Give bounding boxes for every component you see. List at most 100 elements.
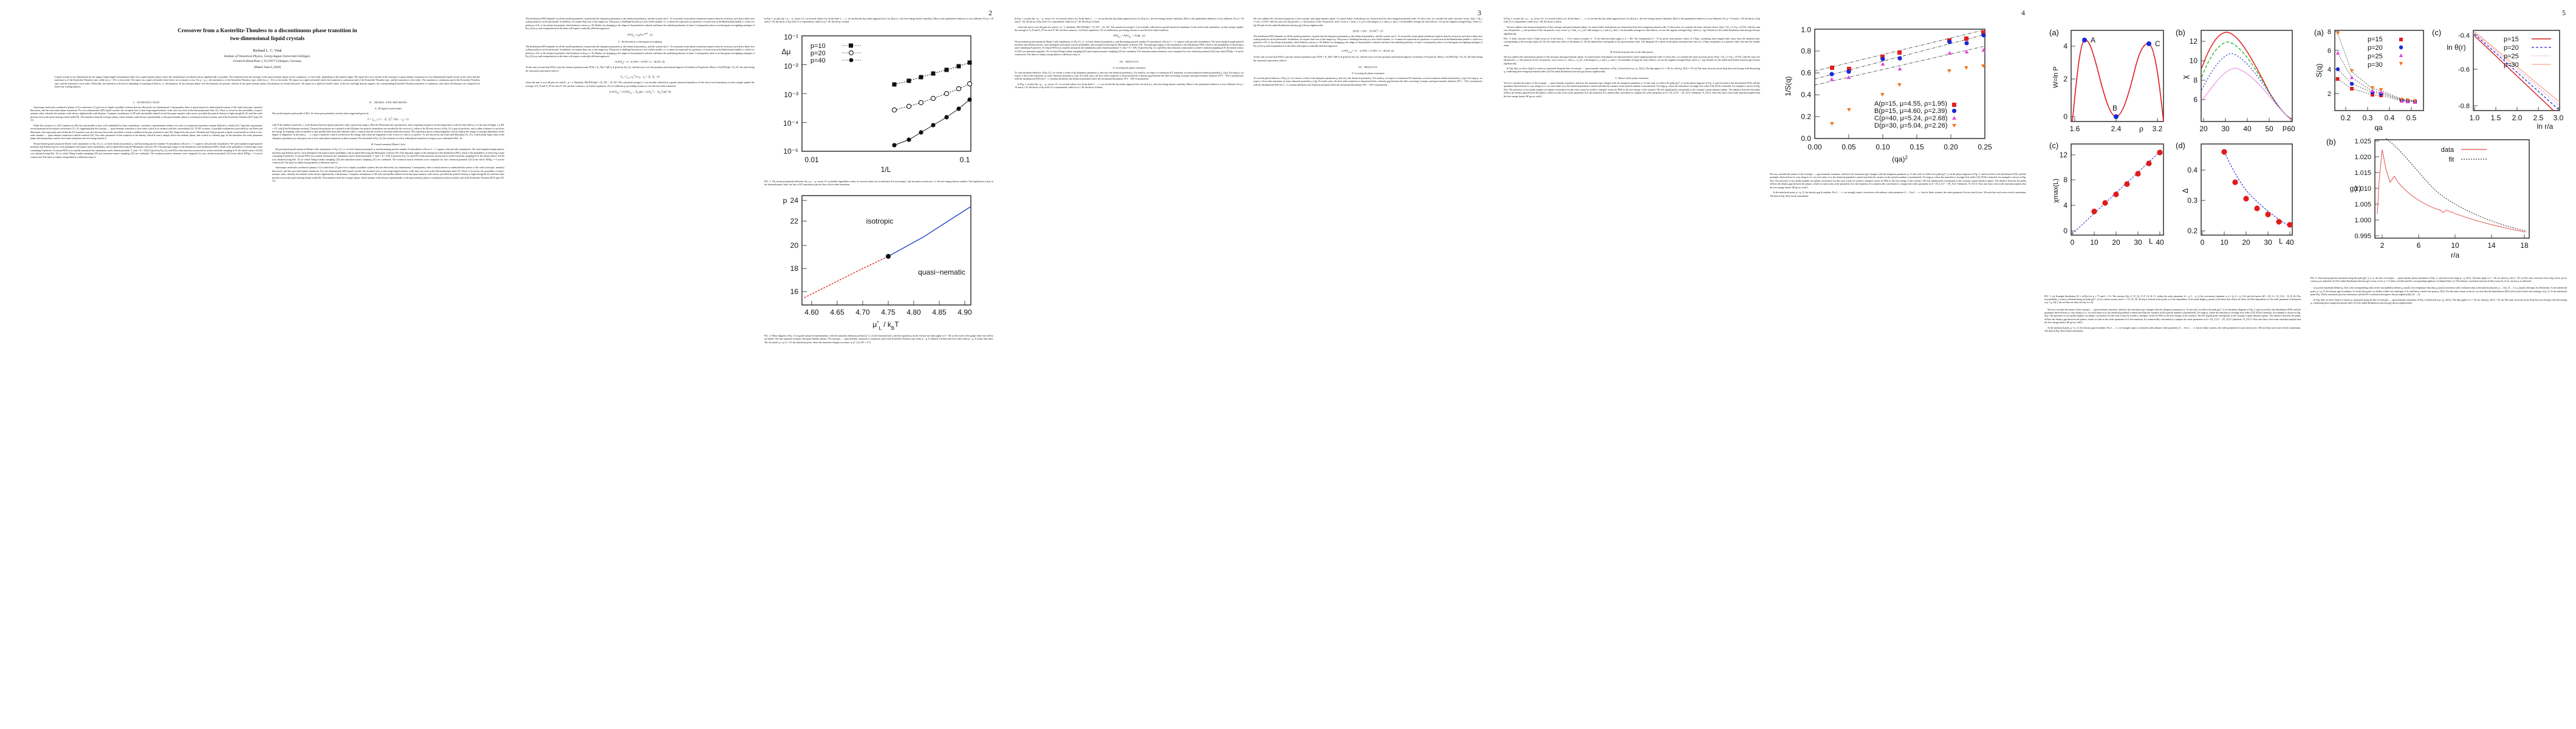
subsection-heading-2c: C. An alternative to histogram reweighti… xyxy=(618,39,662,43)
fig2-xtick: 4.60 xyxy=(804,308,819,317)
fig2-xtick: 4.65 xyxy=(830,308,844,317)
title-line-2: two-dimensional liquid crystals xyxy=(230,35,305,41)
figure-2-caption: FIG. 2: Phase diagram of Eq. (1) in gran… xyxy=(764,334,993,344)
page-3-column-2: We now address the structural properties… xyxy=(1253,17,1482,722)
fig5a-label-A: A xyxy=(2091,36,2095,44)
fig5d-fit-curve xyxy=(2224,151,2290,227)
title-line-1: Crossover from a Kosterlitz-Thouless to … xyxy=(177,27,357,33)
fig5a-ytick: 0 xyxy=(2063,112,2067,121)
paragraph: of p at the maximum defines p_X(L), the … xyxy=(2311,286,2567,296)
fig2-first-order-branch xyxy=(888,206,971,257)
page-3-column-1: In Fig. 1, we plot Δμ = μ₂ − μ₁ versus 1… xyxy=(1015,17,1244,722)
fig2-xtick: 4.85 xyxy=(932,308,947,317)
section-heading-results: III. RESULTS xyxy=(1015,60,1244,63)
fig5a-xlabel: ρ xyxy=(2139,125,2143,133)
fig5d-points xyxy=(2221,149,2293,228)
fig5d-panel-label: (d) xyxy=(2176,141,2185,150)
fig6c-line-p25 xyxy=(2474,32,2560,106)
fig6a-legend-item: p=15 xyxy=(2368,36,2383,43)
fig1-legend-item: p=40 xyxy=(810,57,826,64)
author-name: Richard L. C. Vink xyxy=(253,49,282,53)
figure-1: 10⁻¹ 10⁻² 10⁻³ 10⁻⁴ 10⁻⁵ xyxy=(764,26,993,178)
page-number: 2 xyxy=(988,9,992,17)
paragraph: We now address the structural properties… xyxy=(1253,17,1482,27)
fig3-ytick: 0.0 xyxy=(1801,134,1811,143)
fig6b-ytick: 1.010 xyxy=(2354,185,2371,193)
fig5b-panel-label: (b) xyxy=(2176,28,2185,37)
equation-5: ln P(N)|p2 ≈ ln P(N)|p1 + ⟨XN⟩Δp + ½(⟨XN… xyxy=(609,89,671,95)
fig5c-ylabel: χmax(L) xyxy=(2052,179,2060,203)
fig2-chart: 24 22 20 18 16 p xyxy=(783,195,972,331)
paragraph: We now consider the nature of the isotro… xyxy=(1504,81,1760,98)
fig6-panel-a: (a) 8 6 4 2 xyxy=(2314,28,2424,132)
fig5c-ytick: 0 xyxy=(2063,227,2067,235)
fig5b-curve-L30 xyxy=(2201,41,2292,120)
page-number: 4 xyxy=(2021,9,2025,17)
fig5b-xlabel: p xyxy=(2283,123,2287,132)
figure-3-caption: FIG. 3: Static structure factor 1/S(q) v… xyxy=(1504,37,1760,47)
paragraph: In Fig. 1, we plot Δμ = μ₂ − μ₁ versus 1… xyxy=(1015,82,1244,89)
fig6c-xtick: 3.0 xyxy=(2554,114,2564,122)
fig5-panel-a: (a) 4 2 0 W= xyxy=(2049,28,2164,133)
page-1: Crossover from a Kosterlitz-Thouless to … xyxy=(24,0,510,729)
paragraph: To scan the phase behavior of Eq. (1), w… xyxy=(1015,70,1244,81)
fig5d-ytick: 0.2 xyxy=(2187,227,2197,235)
fig6b-xtick: 10 xyxy=(2451,241,2459,250)
fig5a-ytick: 2 xyxy=(2063,75,2067,83)
paragraph: We now address the structural properties… xyxy=(1504,25,1760,35)
fig3-xtick: 0.15 xyxy=(1910,143,1924,151)
paragraph: In Fig. 6(a), we show S(q) for various p… xyxy=(1504,66,1760,74)
figure-5-caption: FIG. 5: (a) Example distribution W ≡ ln … xyxy=(2044,295,2301,304)
paragraph: We performed grand canonical Monte Carlo… xyxy=(30,142,262,159)
page-5-column-1: (a) 4 2 0 W= xyxy=(2044,17,2301,722)
fig5a-panel-label: (a) xyxy=(2049,28,2059,37)
fig3-xtick: 0.00 xyxy=(1807,143,1822,151)
fig6c-legend-item: p=15 xyxy=(2504,36,2519,43)
fig3-legend-item: C(p=40, μ=5.24, ρ=2.68) xyxy=(1874,115,1948,122)
fig3-legend-item: B(p=15, μ=4.60, ρ=2.39) xyxy=(1874,108,1947,115)
paragraph: where the sum is over all pairs for whic… xyxy=(526,81,755,87)
fig5b-ytick: 10 xyxy=(2190,56,2198,65)
fig1-series-p20 xyxy=(891,81,973,112)
paragraph: In Fig. 6(a), we show S(q) for various p… xyxy=(2311,298,2567,305)
fig6a-ytick: 8 xyxy=(2328,29,2331,36)
fig5c-points xyxy=(2091,149,2163,214)
fig1-series-p10 xyxy=(892,60,972,87)
fig1-legend-item: p=10 xyxy=(810,43,826,50)
fig6b-ytick: 1.015 xyxy=(2354,169,2371,177)
fig5d-ytick: 0.3 xyxy=(2187,196,2197,205)
fig6c-xlabel: ln r/a xyxy=(2537,122,2554,131)
fig5c-xlabel: L xyxy=(2149,237,2153,245)
fig1-chart: 10⁻¹ 10⁻² 10⁻³ 10⁻⁴ 10⁻⁵ xyxy=(782,33,973,174)
fig5c-xtick: 0 xyxy=(2071,238,2075,247)
paragraph: In Fig. 1, we plot Δμ = μ₂ − μ₁ versus 1… xyxy=(1015,17,1244,24)
paragraph: Anisotropic molecules confined at planar… xyxy=(272,166,504,183)
paragraph: To scan the phase behavior of Eq. (1), w… xyxy=(1253,76,1482,86)
fig6c-ylabel: ln θ(r) xyxy=(2447,43,2465,52)
fig6b-ytick: 1.005 xyxy=(2354,201,2371,208)
page-number: 3 xyxy=(1478,9,1481,17)
fig3-chart: 1.0 0.8 0.6 0.4 0.2 0.0 xyxy=(1784,26,1992,163)
fig6-panel-c: (c) -0.4 -0.6 -0.8 xyxy=(2432,28,2564,131)
fig6b-ytick: 0.995 xyxy=(2354,233,2371,240)
fig5c-ytick: 8 xyxy=(2063,176,2067,184)
fig5d-ytick: 0.4 xyxy=(2187,166,2197,174)
fig2-ytick: 22 xyxy=(790,217,799,225)
date-line: (Dated: June 8, 2018) xyxy=(253,65,281,69)
page-1-column-1: I. INTRODUCTION Anisotropic molecules co… xyxy=(30,97,262,644)
fig5a-curve xyxy=(2072,39,2164,122)
fig6c-legend-item: p=20 xyxy=(2504,44,2519,52)
fig5a-xtick: 3.2 xyxy=(2153,125,2163,133)
fig2-ytick: 20 xyxy=(790,241,799,250)
figure-3: 1.0 0.8 0.6 0.4 0.2 0.0 xyxy=(1770,19,2026,171)
fig1-ylabel: Δμ xyxy=(782,47,791,56)
fig2-ytick: 18 xyxy=(790,264,799,273)
fig5-panel-c: (c) 12 8 4 0 xyxy=(2049,141,2164,247)
fig5d-xtick: 20 xyxy=(2242,238,2250,247)
fig5b-xtick: 20 xyxy=(2199,125,2208,133)
page-5-column-2: (a) 8 6 4 2 xyxy=(2311,17,2567,722)
paragraph: In Fig. 1, we plot Δμ = μ₂ − μ₁ versus 1… xyxy=(1504,17,1760,24)
subsection-heading-3b: B. Structural properties of the bulk pha… xyxy=(1610,50,1654,53)
fig5c-xtick: 10 xyxy=(2090,238,2098,247)
